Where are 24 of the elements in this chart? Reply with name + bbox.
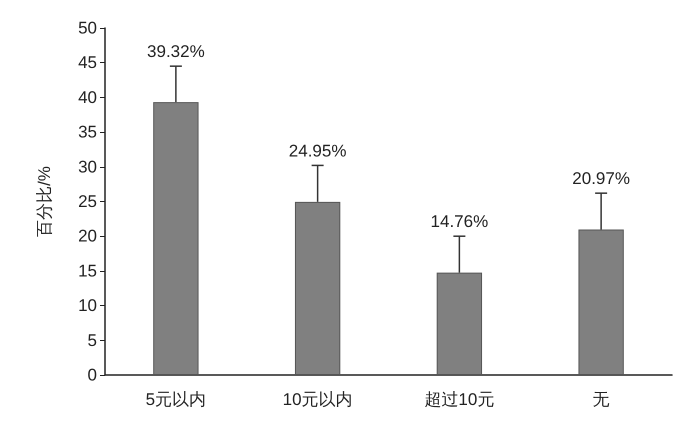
data-label: 39.32% [147,42,205,62]
x-tick-label: 5元以内 [146,390,206,409]
data-label: 20.97% [572,169,630,188]
x-tick-label: 无 [592,390,610,409]
y-axis-title: 百分比/% [35,166,54,237]
data-label: 14.76% [430,212,488,232]
x-tick-label: 超过10元 [424,390,494,409]
y-tick-label: 15 [78,261,97,280]
y-tick-label: 40 [78,88,97,107]
y-tick-label: 10 [78,296,97,316]
y-tick-label: 30 [78,157,97,176]
y-tick-label: 25 [78,192,97,211]
bar [578,229,624,375]
y-tick-label: 45 [78,53,97,72]
bar [294,202,340,375]
y-tick-label: 20 [78,226,97,246]
y-tick-label: 50 [78,18,97,38]
bar [436,272,482,375]
x-tick-label: 10元以内 [282,390,353,409]
data-label: 24.95% [288,141,346,160]
y-tick-label: 5 [88,330,97,350]
y-tick-label: 0 [88,366,97,384]
y-tick-label: 35 [78,122,97,142]
bar [153,102,199,375]
